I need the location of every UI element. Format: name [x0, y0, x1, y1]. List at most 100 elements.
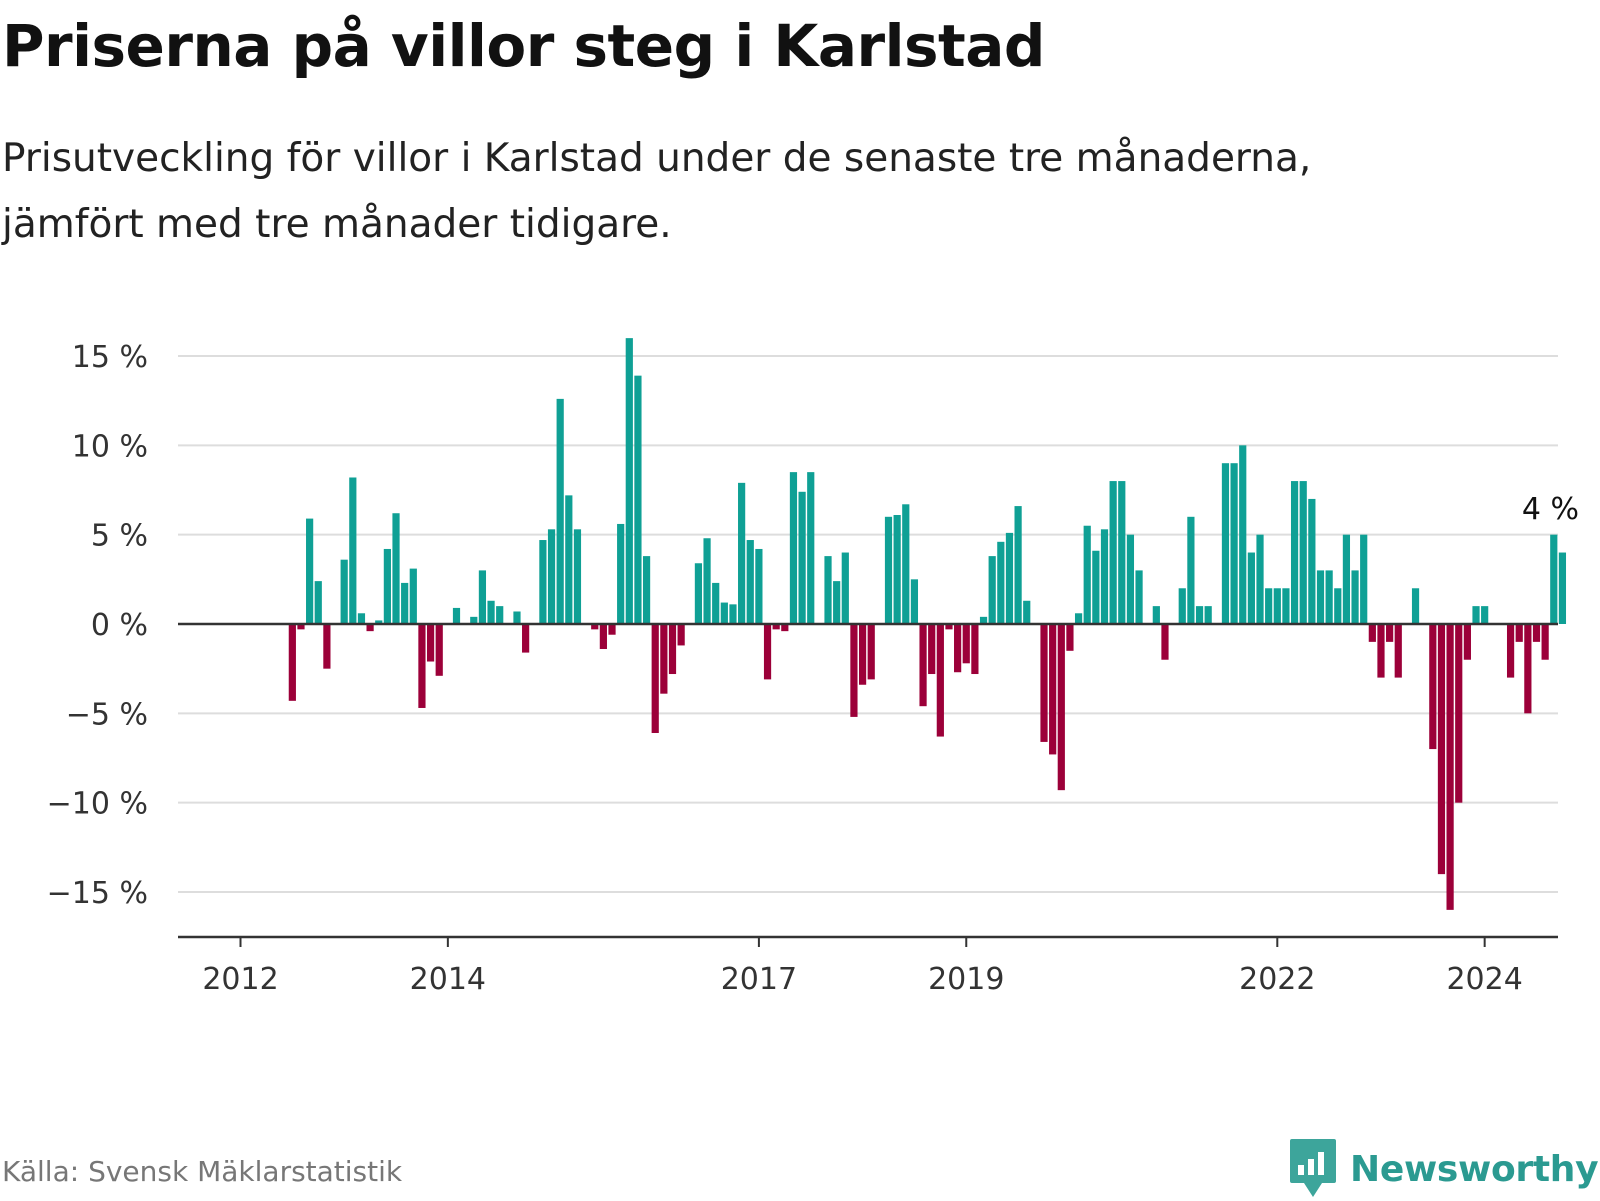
- bar: [997, 541, 1005, 624]
- bar: [340, 559, 348, 624]
- y-tick-label: −15 %: [47, 876, 148, 911]
- bar: [1360, 534, 1368, 624]
- bar: [565, 495, 573, 624]
- bar: [1247, 552, 1255, 624]
- bar: [703, 538, 711, 624]
- y-tick-label: −5 %: [66, 697, 148, 732]
- bar: [487, 600, 495, 624]
- bar: [833, 581, 841, 624]
- y-axis-ticks: 15 % 10 % 5 % 0 % −5 % −10 % −15 %: [47, 340, 148, 911]
- bar: [556, 398, 564, 624]
- bar: [962, 624, 970, 664]
- bar: [1118, 481, 1126, 624]
- bar: [1014, 506, 1022, 624]
- bar: [1282, 588, 1290, 624]
- bar: [1040, 624, 1048, 742]
- bar: [1161, 624, 1169, 660]
- bar: [1256, 534, 1264, 624]
- bar: [1126, 534, 1135, 624]
- bar: [1411, 588, 1420, 624]
- bar: [945, 624, 953, 630]
- bar: [1541, 624, 1549, 660]
- bar: [1506, 624, 1515, 678]
- brand-name: Newsworthy: [1350, 1148, 1599, 1190]
- bar: [1178, 588, 1186, 624]
- bar: [781, 624, 789, 632]
- bar: [547, 529, 556, 624]
- bar: [1463, 624, 1471, 660]
- chart-title: Priserna på villor steg i Karlstad: [2, 12, 1045, 80]
- bar: [893, 515, 901, 624]
- bar: [1265, 588, 1273, 624]
- bar: [642, 556, 651, 624]
- bar: [850, 624, 858, 717]
- bar: [738, 482, 746, 624]
- bar: [660, 624, 668, 694]
- bar: [591, 624, 599, 630]
- bar: [1066, 624, 1074, 651]
- bar: [1437, 624, 1446, 875]
- bar: [1135, 570, 1143, 624]
- bar: [573, 529, 582, 624]
- newsworthy-logo-icon: [1290, 1139, 1336, 1197]
- x-tick-label: 2024: [1446, 962, 1522, 997]
- bar: [1239, 445, 1247, 624]
- bar: [522, 624, 530, 653]
- bar: [712, 582, 720, 624]
- bar: [366, 624, 374, 632]
- bar: [1023, 600, 1031, 624]
- bar: [1195, 606, 1204, 624]
- brand-logo[interactable]: Newsworthy: [1288, 1137, 1599, 1201]
- x-tick-label: 2014: [410, 962, 486, 997]
- x-tick-label: 2022: [1239, 962, 1315, 997]
- bar: [1221, 463, 1230, 624]
- bar: [1230, 463, 1238, 624]
- bar: [936, 624, 944, 737]
- bar: [1316, 570, 1325, 624]
- bar: [1299, 481, 1307, 624]
- bar: [1550, 534, 1558, 624]
- bar: [401, 582, 409, 624]
- bar: [1057, 624, 1065, 791]
- bar: [1334, 588, 1342, 624]
- bar: [496, 606, 504, 624]
- bar: [452, 607, 461, 624]
- bar: [668, 624, 677, 675]
- bar: [824, 556, 832, 624]
- bar: [314, 581, 322, 624]
- bar: [884, 516, 893, 624]
- bar: [539, 540, 547, 624]
- bar: [1152, 606, 1160, 624]
- bar: [1524, 624, 1532, 714]
- x-tick-label: 2012: [202, 962, 278, 997]
- bar: [288, 624, 296, 701]
- bar: [789, 472, 798, 624]
- bar: [694, 563, 703, 624]
- bar: [383, 548, 391, 624]
- y-tick-label: 10 %: [72, 429, 148, 464]
- bar: [1455, 624, 1463, 803]
- bar: [599, 624, 607, 650]
- bar: [1325, 570, 1333, 624]
- y-tick-label: 15 %: [72, 340, 148, 375]
- bar: [841, 552, 849, 624]
- bar: [1515, 624, 1523, 642]
- bar: [1092, 550, 1100, 624]
- bar: [513, 611, 521, 624]
- bar: [928, 624, 936, 675]
- bar: [357, 613, 366, 624]
- bar: [720, 602, 728, 624]
- bar: [478, 570, 487, 624]
- grid-lines: [178, 355, 1558, 893]
- source-note: Källa: Svensk Mäklarstatistik: [2, 1155, 403, 1188]
- bar: [1308, 498, 1316, 624]
- y-tick-label: −10 %: [47, 787, 148, 822]
- subtitle-line-1: Prisutveckling för villor i Karlstad und…: [2, 136, 1312, 181]
- bar: [755, 548, 763, 624]
- bar: [677, 624, 685, 646]
- bar: [1532, 624, 1541, 642]
- bar: [902, 504, 910, 624]
- bar: [1472, 606, 1480, 624]
- bar: [1005, 532, 1014, 624]
- bar: [1368, 624, 1376, 642]
